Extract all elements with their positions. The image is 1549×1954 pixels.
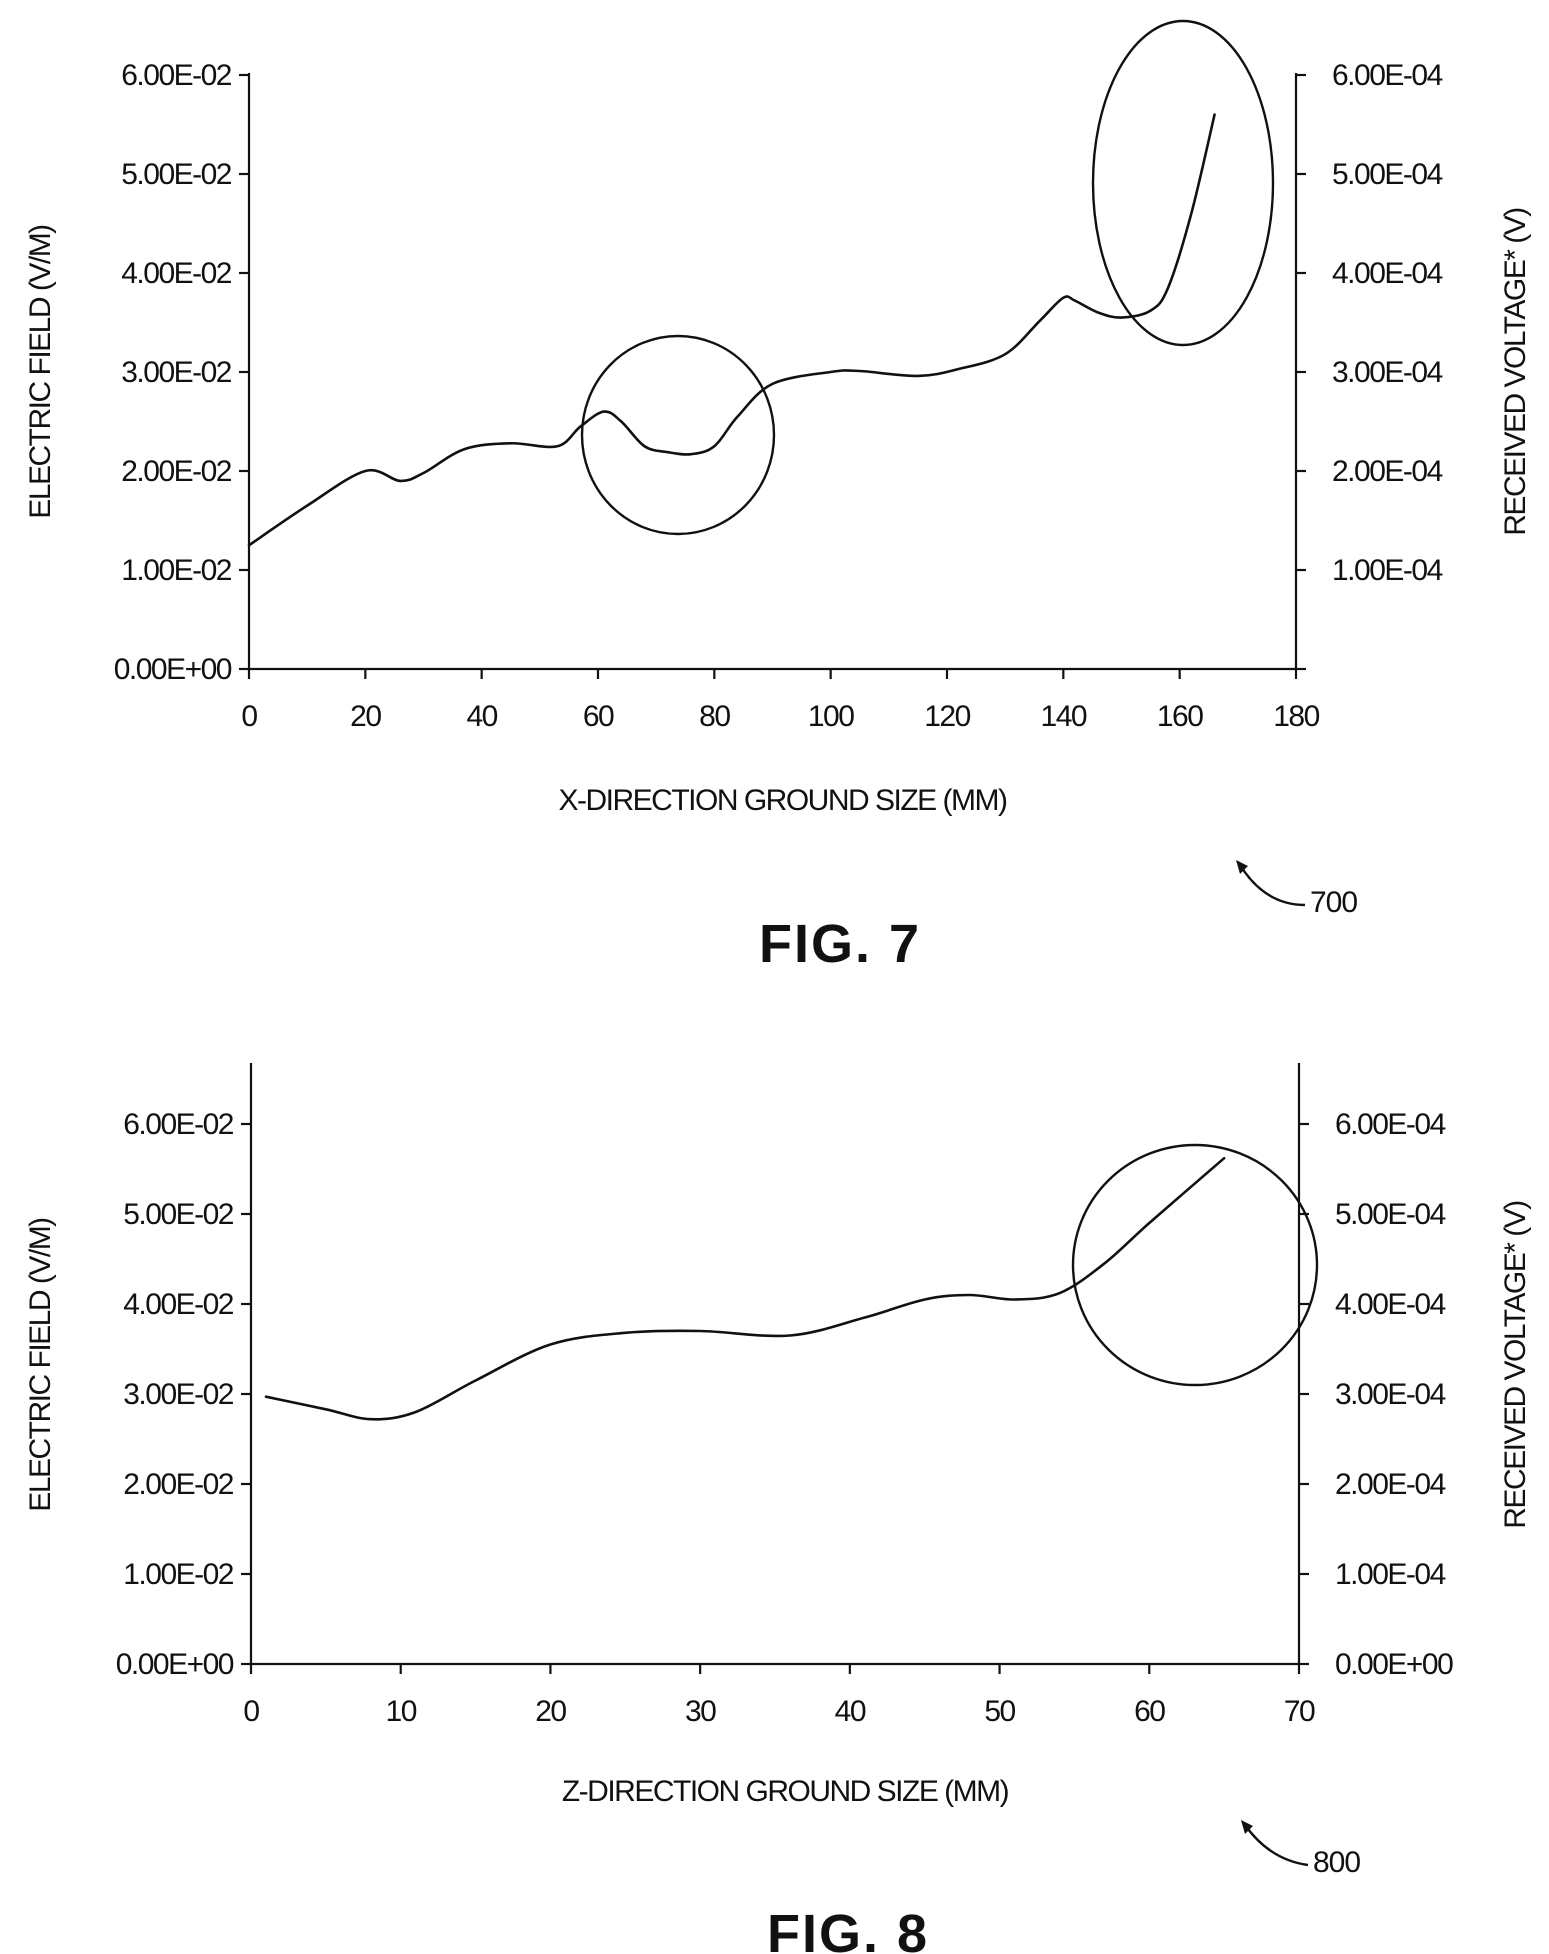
fig7-series-line [247, 113, 1216, 547]
fig8-y2-tick-label: 2.00E-04 [1335, 1468, 1446, 1501]
fig7-y-tick-label: 3.00E-02 [121, 356, 232, 389]
fig7-annotation-circle [580, 334, 776, 536]
fig7-x-tick-label: 60 [583, 700, 614, 733]
fig8-y-tick-label: 4.00E-02 [123, 1288, 234, 1321]
fig7-x-tick-label: 180 [1273, 700, 1319, 733]
fig8-x-tick-label: 0 [243, 1695, 259, 1728]
fig8-y2-tick-label: 3.00E-04 [1335, 1378, 1446, 1411]
fig8-x-tick-label: 50 [984, 1695, 1015, 1728]
fig8-reference-number: 800 [1313, 1846, 1360, 1879]
fig7-y-tick-label: 2.00E-02 [121, 455, 232, 488]
fig8-series-line [264, 1156, 1226, 1421]
fig7-x-tick-label: 120 [924, 700, 970, 733]
fig8-x-tick-label: 10 [386, 1695, 417, 1728]
fig8-y2-tick-label: 6.00E-04 [1335, 1108, 1446, 1141]
fig7-y2-tick-label: 3.00E-04 [1332, 356, 1443, 389]
fig8-x-tick-label: 40 [835, 1695, 866, 1728]
fig7-reference-arrow [1238, 864, 1306, 907]
fig7-y-tick-label: 6.00E-02 [121, 59, 232, 92]
fig7-y-tick-label: 4.00E-02 [121, 257, 232, 290]
fig7-y2-tick-label: 4.00E-04 [1332, 257, 1443, 290]
fig8-y-axis-label: ELECTRIC FIELD (V/M) [24, 1218, 57, 1512]
fig7-x-tick-label: 80 [699, 700, 730, 733]
fig8-x-tick-label: 30 [685, 1695, 716, 1728]
fig8-y-tick-label: 0.00E+00 [116, 1648, 234, 1681]
fig8-x-tick-label: 70 [1284, 1695, 1315, 1728]
fig7-annotation-circle [1091, 19, 1275, 347]
fig8-y-tick-label: 2.00E-02 [123, 1468, 234, 1501]
fig8-x-axis-label: Z-DIRECTION GROUND SIZE (MM) [562, 1775, 1009, 1808]
fig8-y2-tick-label: 1.00E-04 [1335, 1558, 1446, 1591]
fig8-y2-tick-label: 4.00E-04 [1335, 1288, 1446, 1321]
fig8-y-tick-label: 1.00E-02 [123, 1558, 234, 1591]
fig8-annotation-circle [1071, 1143, 1319, 1387]
fig7-reference-number: 700 [1310, 886, 1357, 919]
fig8-reference-arrow [1244, 1824, 1309, 1867]
fig8-x-tick-label: 20 [535, 1695, 566, 1728]
fig8-y-tick-label: 3.00E-02 [123, 1378, 234, 1411]
fig7-y2-tick-label: 5.00E-04 [1332, 158, 1443, 191]
fig7-x-tick-label: 100 [808, 700, 854, 733]
fig7-x-tick-label: 20 [350, 700, 381, 733]
fig7-x-tick-label: 40 [466, 700, 497, 733]
fig7-figure-label: FIG. 7 [759, 914, 921, 974]
fig7-y2-tick-label: 2.00E-04 [1332, 455, 1443, 488]
fig8-y2-tick-label: 5.00E-04 [1335, 1198, 1446, 1231]
fig8-y2-axis-label: RECEIVED VOLTAGE* (V) [1499, 1201, 1532, 1529]
fig8-figure-label: FIG. 8 [767, 1904, 929, 1954]
fig7-y-axis-label: ELECTRIC FIELD (V/M) [24, 225, 57, 519]
fig7-x-tick-label: 160 [1157, 700, 1203, 733]
fig7-y2-axis-label: RECEIVED VOLTAGE* (V) [1499, 208, 1532, 536]
fig7-x-tick-label: 0 [241, 700, 257, 733]
fig7-y2-tick-label: 1.00E-04 [1332, 554, 1443, 587]
fig7-reference-arrowhead [1236, 860, 1248, 874]
fig7-y-tick-label: 5.00E-02 [121, 158, 232, 191]
fig7-x-tick-label: 140 [1041, 700, 1087, 733]
fig8-y-tick-label: 6.00E-02 [123, 1108, 234, 1141]
fig7-y2-tick-label: 6.00E-04 [1332, 59, 1443, 92]
fig8-x-tick-label: 60 [1134, 1695, 1165, 1728]
fig7-y-tick-label: 1.00E-02 [121, 554, 232, 587]
fig8-y-tick-label: 5.00E-02 [123, 1198, 234, 1231]
fig8-y2-tick-label: 0.00E+00 [1335, 1648, 1453, 1681]
fig7-y-tick-label: 0.00E+00 [114, 653, 232, 686]
fig7-x-axis-label: X-DIRECTION GROUND SIZE (MM) [559, 784, 1007, 817]
fig8-reference-arrowhead [1241, 1820, 1253, 1834]
